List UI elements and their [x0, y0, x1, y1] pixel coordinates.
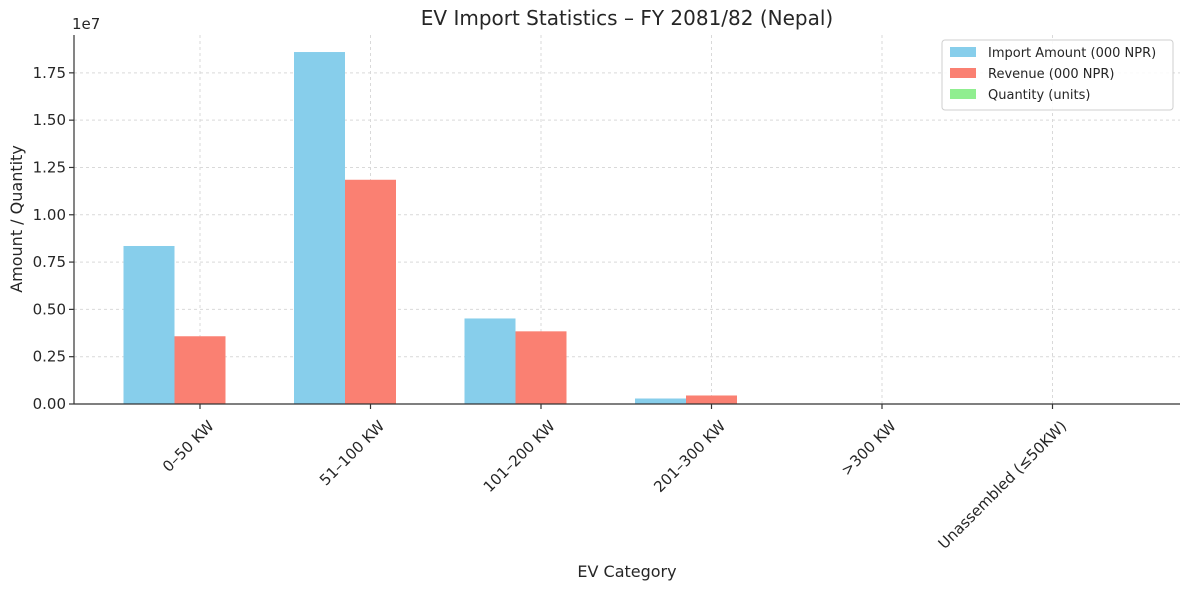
y-tick-label: 1.25 [33, 158, 66, 176]
legend-swatch [950, 68, 976, 78]
legend-label: Quantity (units) [988, 88, 1090, 103]
x-tick-label: Unassembled (≤50KW) [935, 417, 1071, 553]
x-tick-label: 101–200 KW [480, 417, 559, 496]
chart-title: EV Import Statistics – FY 2081/82 (Nepal… [421, 6, 833, 30]
bar-series-2 [345, 179, 396, 404]
bar-series-1 [635, 398, 686, 404]
bar-series-2 [174, 336, 226, 404]
legend-frame [941, 39, 1174, 111]
y-ticks: 0.00 0.25 0.50 0.75 1.00 1.25 1.50 1.75 [33, 64, 74, 413]
y-axis-title: Amount / Quantity [7, 145, 26, 293]
y-axis-offset-label: 1e7 [72, 15, 100, 33]
x-tick-label: 201–300 KW [650, 417, 729, 496]
x-tick-label: 0–50 KW [159, 417, 218, 476]
y-tick-label: 0.75 [33, 253, 66, 271]
legend-label: Revenue (000 NPR) [988, 67, 1114, 82]
legend-label: Import Amount (000 NPR) [988, 46, 1156, 61]
bars [123, 52, 737, 405]
grid [74, 35, 1180, 404]
bar-series-2 [515, 331, 567, 404]
x-tick-label: >300 KW [837, 417, 899, 479]
bar-series-1 [123, 245, 175, 404]
legend-swatch [950, 47, 976, 57]
bar-series-1 [464, 318, 516, 404]
y-tick-label: 1.00 [33, 206, 66, 224]
x-axis-title: EV Category [577, 562, 676, 581]
y-tick-label: 1.75 [33, 64, 66, 82]
bar-series-2 [686, 395, 737, 404]
axes [73, 35, 1180, 405]
legend: Import Amount (000 NPR) Revenue (000 NPR)… [941, 39, 1174, 111]
legend-items: Import Amount (000 NPR) Revenue (000 NPR)… [950, 46, 1156, 103]
y-tick-label: 0.25 [33, 348, 66, 366]
x-tick-label: 51–100 KW [316, 417, 388, 489]
x-ticks: 0–50 KW 51–100 KW 101–200 KW 201–300 KW >300… [159, 404, 1070, 553]
y-tick-label: 0.50 [33, 300, 66, 318]
legend-swatch [950, 89, 976, 99]
y-tick-label: 1.50 [33, 111, 66, 129]
y-tick-label: 0.00 [33, 395, 66, 413]
bar-series-1 [294, 52, 345, 405]
